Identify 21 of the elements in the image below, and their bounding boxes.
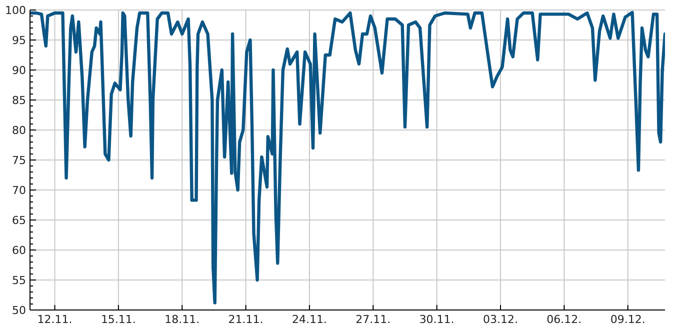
x-tick-label: 27.11.	[356, 313, 391, 326]
y-tick-label: 65	[12, 214, 26, 227]
y-tick-label: 55	[12, 274, 26, 287]
y-tick-label: 80	[12, 124, 26, 137]
y-tick-label: 60	[12, 244, 26, 257]
x-tick-label: 24.11.	[292, 313, 327, 326]
y-tick-label: 70	[12, 184, 26, 197]
y-tick-label: 100	[5, 4, 26, 17]
y-tick-label: 95	[12, 34, 26, 47]
x-tick-label: 06.12.	[546, 313, 582, 326]
x-tick-label: 15.11.	[100, 313, 136, 326]
x-tick-label: 09.12.	[610, 313, 646, 326]
y-tick-label: 75	[12, 154, 26, 167]
y-tick-label: 85	[12, 94, 26, 107]
x-tick-label: 03.12.	[483, 313, 518, 326]
x-tick-label: 21.11.	[228, 313, 264, 326]
x-tick-label: 12.11.	[37, 313, 72, 326]
x-tick-label: 18.11.	[164, 313, 200, 326]
y-tick-label: 50	[12, 304, 26, 317]
x-tick-label: 30.11.	[419, 313, 454, 326]
y-tick-label: 90	[12, 64, 26, 77]
